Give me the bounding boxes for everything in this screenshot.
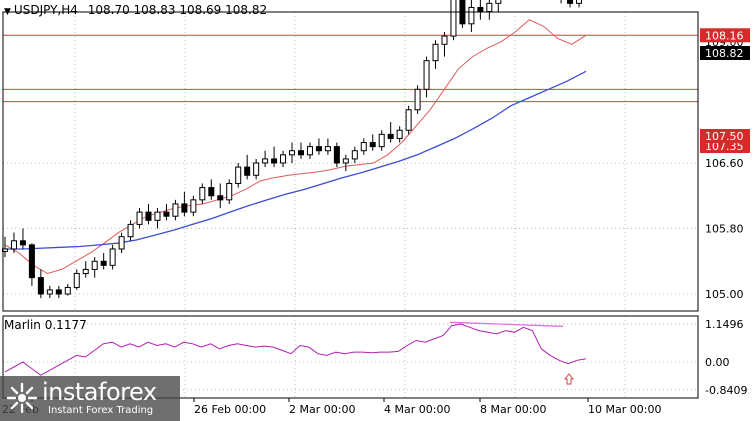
candle-bear (387, 133, 394, 139)
indicator-tick-label: 0.00 (705, 356, 730, 369)
candle-bull (10, 240, 17, 250)
candle-bull (82, 268, 89, 275)
indicator-tick-label: 1.1496 (705, 318, 744, 331)
candle-bull (342, 158, 349, 164)
candle-bull (199, 187, 206, 201)
candle-bear (271, 158, 278, 164)
candle-bear (37, 277, 44, 295)
level-badge: 108.16 (705, 29, 744, 42)
candle-bear (100, 260, 107, 266)
signal-arrow-up-icon (563, 373, 575, 385)
level-badge: 107.50 (705, 130, 744, 143)
levels (3, 34, 698, 103)
candle-bear (315, 146, 322, 152)
candle-bear (567, 0, 574, 4)
candle-bear (244, 166, 251, 176)
candle-bear (145, 211, 152, 221)
candle-bull (289, 150, 296, 156)
candle-bull (405, 109, 412, 131)
candle-bull (109, 248, 116, 266)
level-badge-bg (700, 28, 750, 43)
level-badge: 107.35 (705, 140, 744, 153)
candle-bull (396, 129, 403, 139)
time-axis: 22 Feb26 Feb 00:002 Mar 00:004 Mar 00:00… (2, 398, 661, 416)
axis-tick-label: 105.00 (705, 288, 744, 301)
candle-bull (226, 182, 233, 201)
candle-bull (262, 158, 269, 164)
candle-bull (495, 0, 502, 4)
time-tick-label: 2 Mar 00:00 (289, 403, 355, 416)
axis-tick-label: 105.80 (705, 223, 744, 236)
candle-bull (64, 286, 71, 295)
candle-bull (414, 88, 421, 111)
indicator-label: Marlin 0.1177 (4, 318, 87, 332)
price-axis: 105.00105.80106.60109.00107.35107.50108.… (700, 28, 750, 397)
candle-bull (360, 142, 367, 152)
time-tick-label: 26 Feb 00:00 (194, 403, 266, 416)
candle-bull (306, 146, 313, 156)
time-tick-label: 4 Mar 00:00 (384, 403, 450, 416)
candle-bull (46, 289, 53, 295)
candle-bear (19, 240, 26, 246)
candle-bear (181, 203, 188, 213)
logo-title: instaforex (42, 378, 157, 406)
logo-subtitle: Instant Forex Trading (48, 405, 154, 416)
level-badge-bg (700, 129, 750, 143)
marlin-indicator (4, 321, 587, 385)
dropdown-triangle-icon[interactable]: ▼ (4, 7, 11, 17)
candle-bear (369, 142, 376, 148)
candle-bull (73, 273, 80, 288)
candle-bear (333, 146, 340, 164)
candle-bull (468, 6, 475, 25)
current-price-badge: 108.82 (705, 47, 744, 60)
candle-bull (576, 0, 583, 4)
logo-icon (6, 382, 38, 414)
candle-bear (28, 244, 35, 279)
candle-bull (324, 146, 331, 152)
candle-bear (163, 211, 170, 217)
candle-bull (351, 150, 358, 160)
slow-ma-line (5, 70, 587, 250)
candle-bull (172, 203, 179, 217)
candle-bull (91, 260, 98, 270)
axis-tick-label: 106.60 (705, 157, 744, 170)
indicator-pane-frame (2, 315, 699, 399)
marlin-line (4, 323, 587, 376)
time-tick-label: 8 Mar 00:00 (480, 403, 546, 416)
candle-bull (127, 223, 134, 238)
candle-bear (55, 289, 62, 295)
candle-bull (486, 2, 493, 13)
price-pane-frame (2, 11, 699, 312)
candle-bull (450, 0, 457, 37)
candle-bull (441, 35, 448, 45)
candle-bull (136, 211, 143, 225)
chart-header: ▼ USDJPY,H4 108.70 108.83 108.69 108.82 (4, 3, 267, 17)
candle-bull (253, 162, 260, 176)
frame (2, 11, 699, 399)
candle-bull (154, 211, 161, 221)
divergence-line (449, 321, 564, 327)
candle-bull (280, 154, 287, 164)
candle-bull (235, 166, 242, 184)
ohlc-values: 108.70 108.83 108.69 108.82 (87, 3, 268, 17)
candle-bull (423, 60, 430, 90)
grid (3, 12, 698, 398)
candles (2, 0, 583, 299)
symbol-label: USDJPY,H4 (13, 3, 78, 17)
candle-bear (477, 6, 484, 13)
candle-bear (217, 195, 224, 201)
candle-bull (432, 43, 439, 62)
candle-bull (378, 133, 385, 148)
instaforex-logo: instaforex Instant Forex Trading (0, 376, 180, 421)
indicator-tick-label: -0.8409 (705, 384, 747, 397)
candle-bull (190, 199, 197, 213)
candle-bear (297, 150, 304, 156)
candle-bull (118, 236, 125, 250)
fast-ma-line (4, 19, 587, 275)
time-tick-label: 10 Mar 00:00 (588, 403, 661, 416)
candle-bear (208, 187, 215, 197)
current-price-badge-bg (700, 46, 750, 60)
moving-averages (4, 19, 587, 275)
